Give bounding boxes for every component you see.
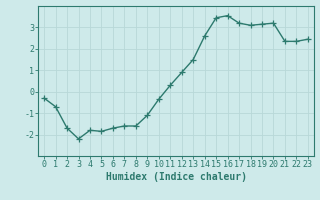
X-axis label: Humidex (Indice chaleur): Humidex (Indice chaleur) xyxy=(106,172,246,182)
